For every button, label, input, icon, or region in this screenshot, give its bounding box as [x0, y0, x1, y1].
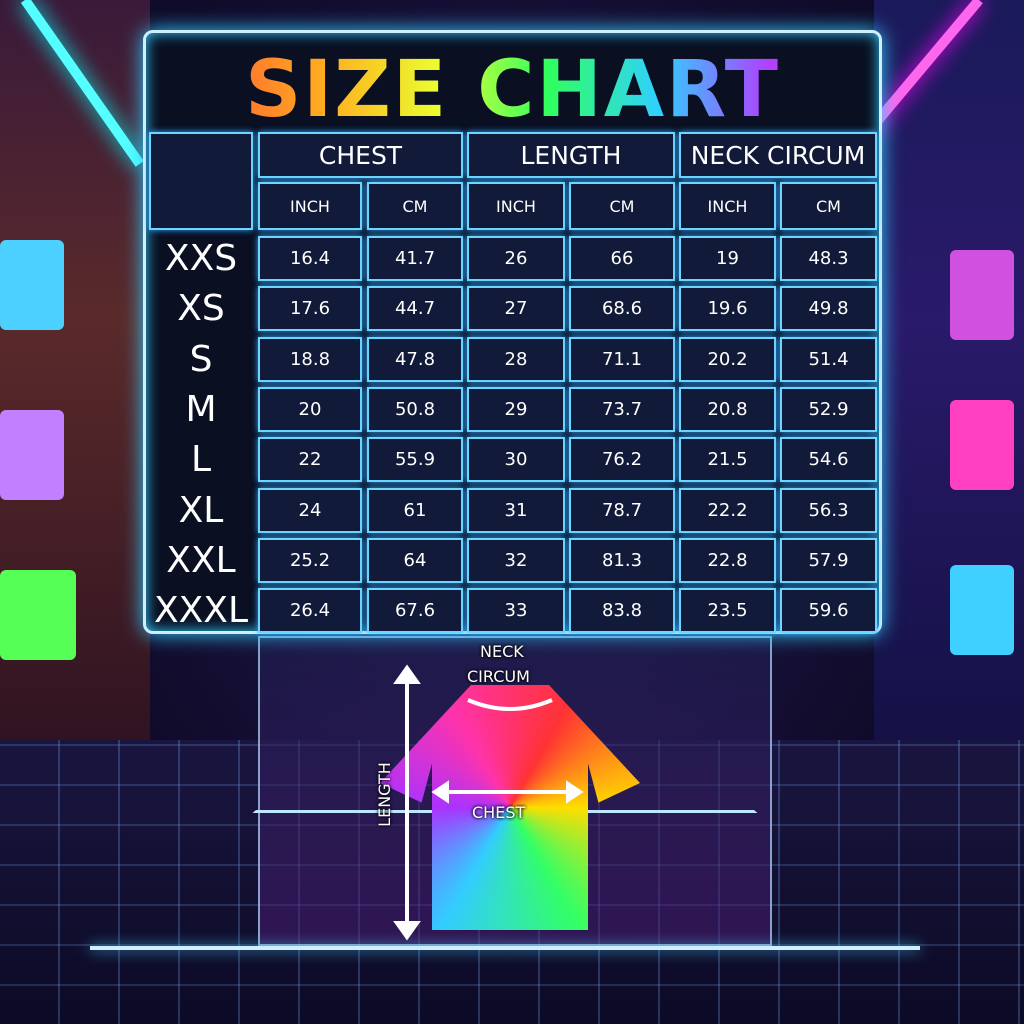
hanging-shirt	[950, 250, 1014, 340]
size-label: XXL	[166, 539, 236, 581]
column-group-header: CHEST	[258, 132, 463, 178]
column-group-header: LENGTH	[467, 132, 675, 178]
measurement-cell: 27	[467, 286, 565, 332]
measurement-cell: 55.9	[367, 437, 463, 483]
size-label: S	[189, 338, 213, 380]
size-label: XXS	[164, 238, 238, 279]
measurement-cell: 22	[258, 437, 362, 483]
measurement-cell: 28	[467, 336, 565, 382]
measurement-cell: 64	[367, 537, 463, 583]
measurement-cell: 57.9	[780, 537, 877, 583]
unit-header: CM	[569, 182, 675, 230]
measurement-cell: 19.6	[679, 286, 776, 332]
measurement-cell: 33	[467, 588, 565, 634]
measurement-cell: 48.3	[780, 236, 877, 281]
size-label: M	[185, 388, 217, 430]
hanging-shirt	[0, 410, 64, 500]
measurement-cell: 67.6	[367, 588, 463, 634]
measurement-cell: 59.6	[780, 588, 877, 634]
measurement-cell: 71.1	[569, 336, 675, 382]
measurement-cell: 83.8	[569, 588, 675, 634]
measurement-cell: 81.3	[569, 537, 675, 583]
size-chart-panel: SIZE CHART CHEST INCH CM LENGTH INCH CM NECK C…	[143, 30, 882, 634]
chest-arrow-head	[431, 780, 449, 804]
measurement-cell: 78.7	[569, 487, 675, 533]
measurement-cell: 32	[467, 537, 565, 583]
size-label: XS	[177, 288, 225, 330]
unit-header: INCH	[679, 182, 776, 230]
measurement-cell: 17.6	[258, 286, 362, 332]
hanging-shirt	[950, 565, 1014, 655]
hanging-shirt	[0, 240, 64, 330]
chart-title: SIZE CHART	[146, 45, 879, 135]
measurement-cell: 19	[679, 236, 776, 281]
measurement-cell: 20.2	[679, 336, 776, 382]
measurement-cell: 16.4	[258, 236, 362, 281]
measurement-cell: 21.5	[679, 437, 776, 483]
measurement-cell: 68.6	[569, 286, 675, 332]
unit-header: INCH	[258, 182, 362, 230]
hanging-shirt	[950, 400, 1014, 490]
measurement-cell: 52.9	[780, 386, 877, 432]
measurement-cell: 24	[258, 487, 362, 533]
neck-label: CIRCUM	[467, 667, 530, 686]
measurement-cell: 66	[569, 236, 675, 281]
measurement-cell: 26.4	[258, 588, 362, 634]
measurement-cell: 25.2	[258, 537, 362, 583]
measurement-cell: 30	[467, 437, 565, 483]
size-label: XXXL	[153, 590, 249, 632]
measurement-cell: 56.3	[780, 487, 877, 533]
measurement-cell: 22.2	[679, 487, 776, 533]
size-label: XL	[178, 489, 224, 531]
measurement-cell: 20.8	[679, 386, 776, 432]
chest-arrow-head	[566, 780, 584, 804]
length-arrow-head	[393, 664, 421, 684]
measurement-cell: 51.4	[780, 336, 877, 382]
unit-header: INCH	[467, 182, 565, 230]
length-label: LENGTH	[374, 762, 394, 827]
measurement-cell: 23.5	[679, 588, 776, 634]
size-label: L	[190, 439, 212, 481]
neck-label: NECK	[480, 642, 524, 661]
neck-arrow	[467, 698, 553, 711]
measurement-cell: 22.8	[679, 537, 776, 583]
length-arrow-head	[393, 921, 421, 941]
measurement-cell: 61	[367, 487, 463, 533]
measurement-cell: 54.6	[780, 437, 877, 483]
measurement-cell: 47.8	[367, 336, 463, 382]
measurement-cell: 49.8	[780, 286, 877, 332]
measurement-cell: 44.7	[367, 286, 463, 332]
unit-header: CM	[367, 182, 463, 230]
platform-edge	[90, 946, 920, 950]
measurement-cell: 76.2	[569, 437, 675, 483]
measurement-cell: 20	[258, 386, 362, 432]
corner-cell	[149, 132, 253, 230]
hanging-shirt	[0, 570, 76, 660]
column-group-header: NECK CIRCUM	[679, 132, 877, 178]
measurement-cell: 41.7	[367, 236, 463, 281]
unit-header: CM	[780, 182, 877, 230]
measurement-cell: 73.7	[569, 386, 675, 432]
measurement-cell: 29	[467, 386, 565, 432]
measurement-cell: 31	[467, 487, 565, 533]
measurement-cell: 18.8	[258, 336, 362, 382]
chest-label: CHEST	[472, 803, 526, 822]
measurement-cell: 50.8	[367, 386, 463, 432]
measurement-cell: 26	[467, 236, 565, 281]
